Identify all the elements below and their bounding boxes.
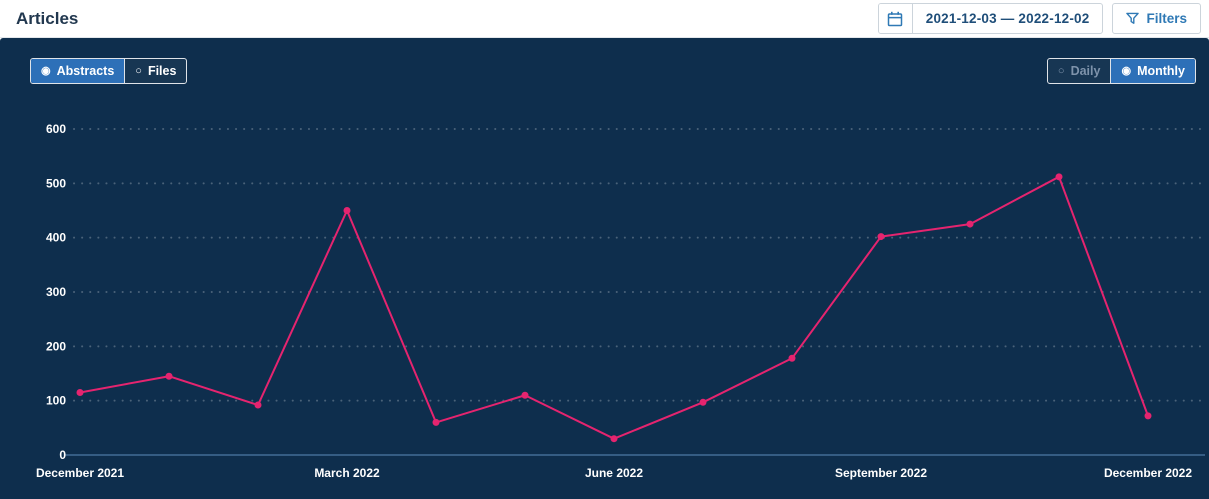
data-point [165,372,173,380]
funnel-icon [1126,12,1140,25]
data-point [610,435,618,443]
series-line [79,175,1149,440]
toggle-files-label: Files [147,64,177,78]
funnel-icon-svg [1126,12,1140,24]
toggle-files[interactable]: ○ Files [124,59,186,83]
chart-area: 0 100 200 300 400 500 600 December 2021 March 2… [0,86,1209,486]
radio-unselected-icon: ○ [1057,64,1065,77]
calendar-icon[interactable] [878,4,913,33]
series-toggle-group: ◉ Abstracts ○ Files [30,58,188,84]
data-point [521,391,529,399]
page-title: Articles [16,8,79,28]
toggle-row: ◉ Abstracts ○ Files ○ Daily ◉ Monthly [0,38,1209,84]
date-range-value[interactable]: 2021-12-03 — 2022-12-02 [925,11,1090,26]
data-point [1055,173,1063,181]
y-tick-label: 0 [59,448,66,462]
y-tick-label: 100 [46,394,66,408]
radio-unselected-icon: ○ [135,64,142,77]
x-tick-label: December 2022 [1103,466,1193,480]
data-point [432,418,440,426]
filters-label: Filters [1146,11,1187,26]
topbar: Articles 2021-12-03 — 2022-12-02 Filters [0,0,1209,38]
toggle-abstracts[interactable]: ◉ Abstracts [31,59,125,83]
radio-selected-icon: ◉ [1121,64,1132,77]
x-tick-label: December 2021 [35,466,125,480]
y-tick-label: 300 [46,285,66,299]
data-point [254,401,262,409]
y-tick-label: 600 [46,122,66,136]
date-range-picker[interactable]: 2021-12-03 — 2022-12-02 [877,3,1104,34]
x-axis-labels: December 2021 March 2022 June 2022 Septembe… [0,462,1209,486]
filters-button[interactable]: Filters [1112,3,1201,34]
data-point [966,220,974,228]
data-point [76,389,84,397]
topbar-controls: 2021-12-03 — 2022-12-02 Filters [877,3,1201,34]
toggle-abstracts-label: Abstracts [56,64,115,78]
y-tick-label: 400 [46,231,66,245]
toggle-daily[interactable]: ○ Daily [1048,59,1111,83]
data-point [877,233,885,241]
x-tick-label: September 2022 [834,466,928,480]
data-point [343,207,351,214]
x-tick-label: June 2022 [584,466,644,480]
chart-panel: ◉ Abstracts ○ Files ○ Daily ◉ Monthly 0 1… [0,38,1209,499]
granularity-toggle-group: ○ Daily ◉ Monthly [1046,58,1196,84]
data-point [788,354,796,362]
line-chart: 0 100 200 300 400 500 600 [46,122,1206,462]
y-tick-label: 200 [46,339,66,353]
toggle-daily-label: Daily [1070,64,1101,78]
y-tick-label: 500 [46,176,66,190]
toggle-monthly-label: Monthly [1137,64,1185,78]
toggle-monthly[interactable]: ◉ Monthly [1110,59,1195,83]
data-point [699,398,707,406]
data-point [1144,412,1152,420]
x-tick-label: March 2022 [314,466,380,480]
calendar-icon-svg [888,11,903,26]
radio-selected-icon: ◉ [41,64,51,77]
